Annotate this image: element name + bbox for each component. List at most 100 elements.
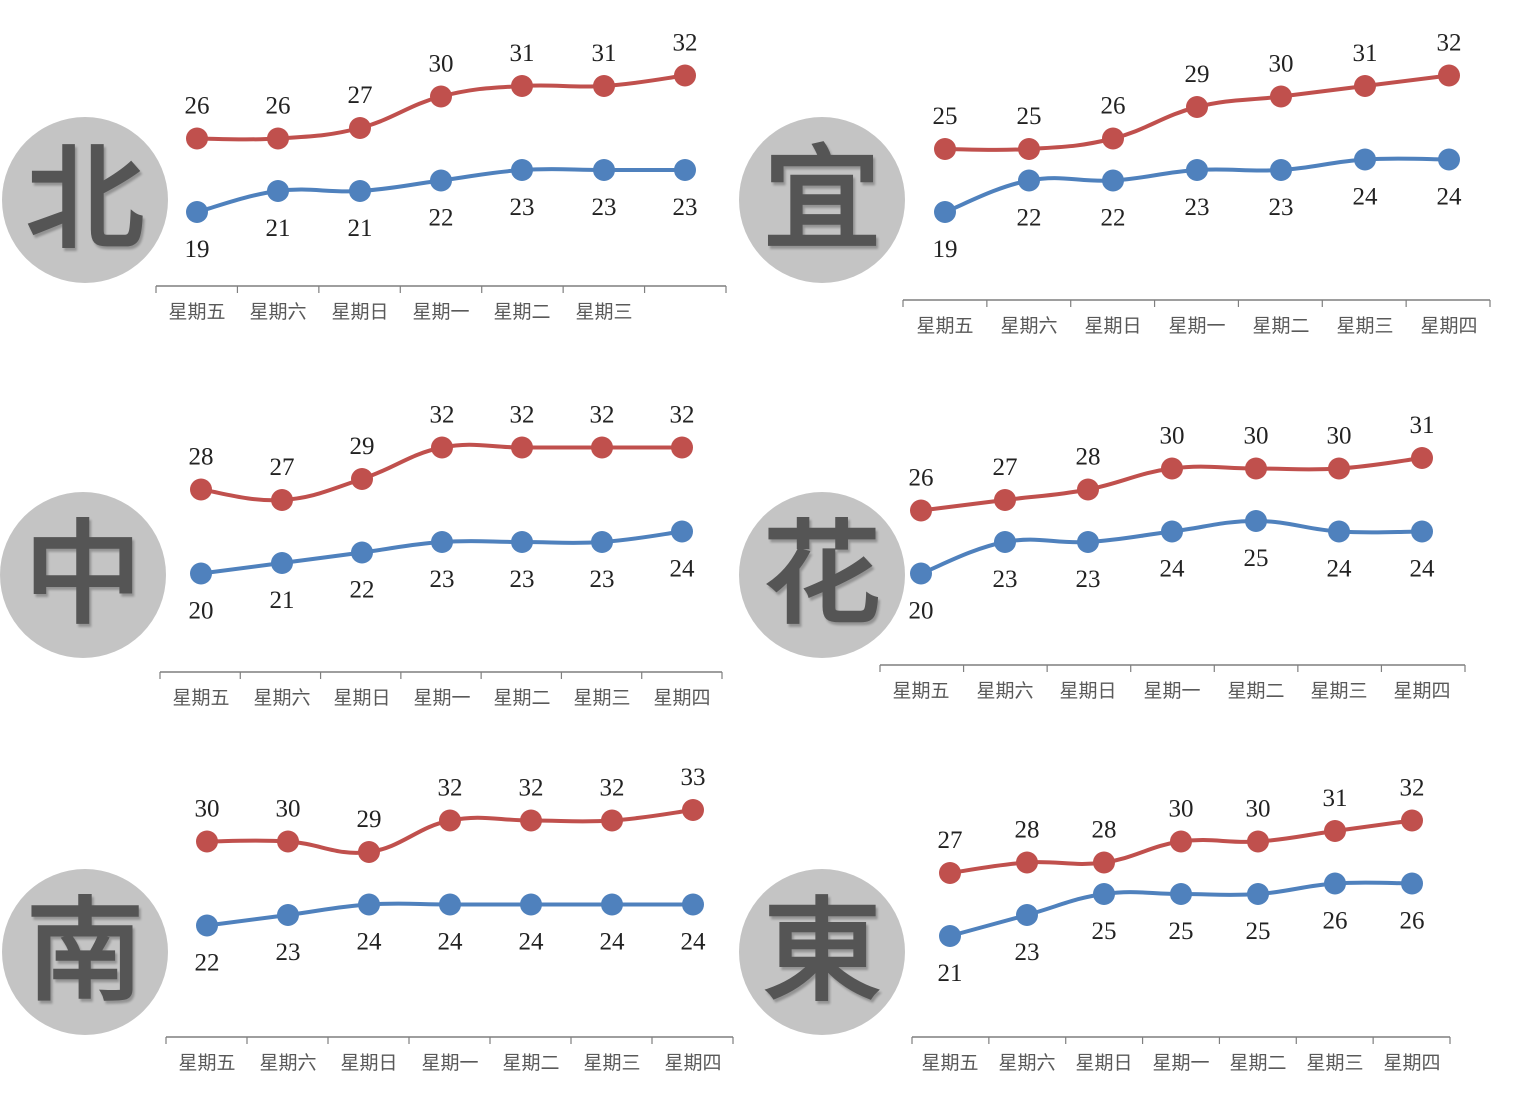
low-temp-label: 22 <box>195 950 220 977</box>
low-temp-label: 23 <box>993 566 1018 593</box>
high-temp-point <box>511 436 533 459</box>
low-temp-point <box>1328 520 1350 543</box>
low-temp-point <box>1016 904 1038 926</box>
high-temp-point <box>674 64 696 87</box>
high-temp-point <box>934 138 956 160</box>
low-temp-point <box>511 159 533 181</box>
high-temp-point <box>511 75 533 97</box>
high-temp-label: 31 <box>510 40 535 67</box>
line-chart-svg: 星期五 星期六 星期日 星期一 星期二 星期三 星期四 28 27 29 32 32 32 32 20 21 2… <box>159 402 723 709</box>
low-temp-label: 24 <box>681 929 707 956</box>
high-temp-point <box>593 75 615 97</box>
low-temp-point <box>1247 883 1269 905</box>
high-temp-point <box>349 117 371 139</box>
high-temp-point <box>1016 851 1038 874</box>
low-temp-point <box>910 562 932 585</box>
line-chart-svg: 星期五 星期六 星期日 星期一 星期二 星期三 星期四 27 28 28 30 30 31 32 21 23 2… <box>911 775 1451 1074</box>
low-temp-point <box>1018 169 1040 192</box>
high-temp-point <box>1270 85 1292 108</box>
low-temp-point <box>591 531 613 553</box>
low-temp-label: 22 <box>1017 205 1042 232</box>
x-tick-label: 星期一 <box>413 687 470 709</box>
low-temp-point <box>349 180 371 202</box>
low-temp-label: 24 <box>357 929 383 956</box>
low-temp-point <box>1270 159 1292 181</box>
high-temp-label: 26 <box>185 93 210 120</box>
x-tick-label: 星期五 <box>916 315 973 337</box>
high-temp-label: 32 <box>1400 775 1425 802</box>
high-temp-point <box>1247 830 1269 853</box>
low-temp-label: 24 <box>1160 556 1186 583</box>
low-temp-point <box>934 201 956 223</box>
low-temp-label: 21 <box>266 215 291 242</box>
low-temp-label: 22 <box>429 205 454 232</box>
line-chart-svg: 星期五 星期六 星期日 星期一 星期二 星期三 星期四 25 25 26 29 30 31 32 19 22 2… <box>902 30 1491 337</box>
high-temp-point <box>1245 457 1267 480</box>
x-tick-label: 星期二 <box>502 1052 559 1074</box>
x-tick-label: 星期一 <box>1168 315 1225 337</box>
high-temp-label: 32 <box>673 30 698 57</box>
low-temp-label: 20 <box>189 598 214 625</box>
low-temp-label: 20 <box>909 598 934 625</box>
high-temp-label: 27 <box>993 454 1018 481</box>
high-temp-point <box>1170 830 1192 853</box>
low-temp-label: 25 <box>1169 918 1194 945</box>
low-temp-label: 24 <box>600 929 626 956</box>
high-temp-point <box>1161 457 1183 480</box>
x-tick-label: 星期三 <box>1306 1052 1363 1074</box>
high-temp-label: 32 <box>430 402 455 429</box>
x-tick-label: 星期三 <box>575 301 632 323</box>
line-chart-svg: 星期五 星期六 星期日 星期一 星期二 星期三 26 26 27 30 31 31 32 19 21 21 22… <box>155 30 727 323</box>
low-temp-label: 23 <box>430 566 455 593</box>
high-temp-label: 27 <box>270 454 295 481</box>
high-temp-point <box>520 809 542 832</box>
high-temp-label: 26 <box>909 465 934 492</box>
high-temp-label: 30 <box>1269 51 1294 78</box>
high-temp-label: 26 <box>1101 93 1126 120</box>
low-temp-label: 24 <box>1437 184 1463 211</box>
low-temp-point <box>271 552 293 574</box>
low-temp-label: 25 <box>1246 918 1271 945</box>
city-badge: 北 <box>2 117 168 283</box>
low-temp-label: 21 <box>270 587 295 614</box>
low-temp-label: 24 <box>1353 184 1379 211</box>
low-temp-label: 23 <box>590 566 615 593</box>
high-temp-label: 31 <box>1410 412 1435 439</box>
low-temp-point <box>1186 159 1208 181</box>
city-chart-panel: 星期五 星期六 星期日 星期一 星期二 星期三 星期四 26 27 28 30 30 30 31 20 23 2… <box>738 372 1498 732</box>
x-tick-label: 星期一 <box>1143 680 1200 702</box>
low-temp-point <box>511 531 533 553</box>
x-tick-label: 星期一 <box>412 301 469 323</box>
low-temp-label: 24 <box>519 929 545 956</box>
city-badge: 花 <box>739 492 905 658</box>
high-temp-point <box>439 809 461 832</box>
low-temp-label: 23 <box>510 566 535 593</box>
low-temp-point <box>439 893 461 916</box>
low-temp-point <box>1245 510 1267 532</box>
low-temp-point <box>431 531 453 553</box>
low-temp-label: 19 <box>933 236 958 263</box>
high-temp-point <box>682 799 704 821</box>
city-name: 宜 <box>763 135 881 265</box>
x-tick-label: 星期六 <box>249 301 306 323</box>
high-temp-label: 30 <box>1169 796 1194 823</box>
high-temp-label: 27 <box>938 827 963 854</box>
x-tick-label: 星期一 <box>421 1052 478 1074</box>
low-temp-label: 26 <box>1323 908 1348 935</box>
high-temp-label: 28 <box>189 444 214 471</box>
low-temp-point <box>682 893 704 916</box>
x-tick-label: 星期日 <box>1075 1052 1132 1074</box>
low-temp-label: 23 <box>1185 194 1210 221</box>
low-temp-label: 21 <box>348 215 373 242</box>
high-temp-point <box>271 489 293 511</box>
city-name: 北 <box>26 135 144 265</box>
high-temp-point <box>994 489 1016 511</box>
high-temp-point <box>1186 96 1208 118</box>
high-temp-label: 30 <box>1246 796 1271 823</box>
high-temp-point <box>196 830 218 853</box>
high-temp-label: 30 <box>1160 423 1185 450</box>
low-temp-point <box>430 169 452 192</box>
x-tick-label: 星期一 <box>1152 1052 1209 1074</box>
low-temp-label: 23 <box>1015 939 1040 966</box>
low-temp-point <box>1401 872 1423 895</box>
